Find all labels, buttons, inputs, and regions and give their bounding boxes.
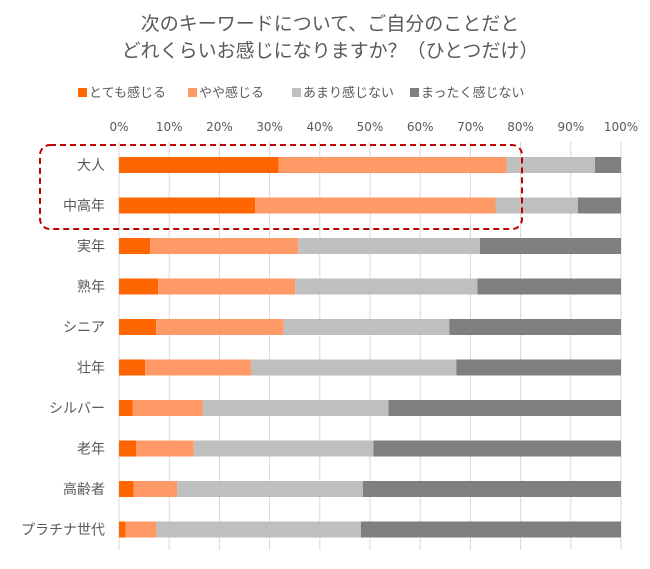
legend-label: まったく感じない bbox=[421, 85, 524, 101]
category-label: 中高年 bbox=[63, 198, 105, 215]
category-label: シルバー bbox=[49, 401, 105, 417]
x-tick-label: 20% bbox=[206, 120, 233, 134]
legend-marker bbox=[78, 88, 87, 97]
chart-title-line-1: 次のキーワードについて、ご自分のことだと bbox=[141, 13, 519, 35]
legend-marker bbox=[292, 88, 301, 97]
bar-segment bbox=[495, 197, 578, 214]
bar-segment bbox=[119, 440, 137, 457]
bar-segment bbox=[156, 319, 284, 335]
bar-segment bbox=[177, 481, 363, 497]
bar-segment bbox=[132, 400, 203, 416]
bar-segment bbox=[119, 521, 126, 538]
x-tick-label: 0% bbox=[109, 120, 128, 134]
bar-segment bbox=[136, 440, 194, 457]
bar-segment bbox=[577, 197, 621, 214]
bar-segment bbox=[251, 359, 457, 376]
bar-segment bbox=[119, 238, 151, 254]
bar-segment bbox=[362, 481, 621, 497]
bar-segment bbox=[449, 319, 621, 335]
category-label: 実年 bbox=[77, 239, 105, 255]
bar-segment bbox=[145, 359, 252, 376]
bar-segment bbox=[373, 440, 621, 457]
x-tick-label: 60% bbox=[407, 120, 434, 134]
category-label: 熟年 bbox=[77, 280, 105, 296]
bar-segment bbox=[125, 521, 157, 538]
bar-segment bbox=[119, 481, 134, 497]
bar-segment bbox=[119, 278, 159, 295]
category-label: シニア bbox=[63, 320, 105, 336]
bar-segment bbox=[594, 157, 621, 173]
bar-segment bbox=[150, 238, 299, 254]
category-label: プラチナ世代 bbox=[21, 523, 105, 539]
x-tick-label: 90% bbox=[557, 120, 584, 134]
x-tick-label: 70% bbox=[457, 120, 484, 134]
x-tick-label: 30% bbox=[256, 120, 283, 134]
bar-segment bbox=[156, 521, 361, 538]
bar-segment bbox=[360, 521, 621, 538]
bar-segment bbox=[158, 278, 296, 295]
legend-marker bbox=[410, 88, 419, 97]
bar-segment bbox=[283, 319, 450, 335]
x-tick-label: 100% bbox=[604, 120, 638, 134]
bar-segment bbox=[506, 157, 595, 173]
highlight-box bbox=[39, 144, 523, 230]
legend-marker bbox=[188, 88, 197, 97]
chart-title-line-2: どれくらいお感じになりますか？（ひとつだけ） bbox=[122, 40, 539, 62]
bar-segment bbox=[119, 157, 279, 173]
bar-segment bbox=[119, 319, 157, 335]
legend: とても感じる やや感じる あまり感じない まったく感じない bbox=[78, 85, 524, 101]
x-tick-label: 10% bbox=[156, 120, 183, 134]
bar-segment bbox=[119, 197, 256, 214]
bar-segment bbox=[202, 400, 389, 416]
category-label: 大人 bbox=[77, 158, 105, 174]
bar-segment bbox=[119, 359, 146, 376]
x-tick-label: 40% bbox=[306, 120, 333, 134]
category-label: 高齢者 bbox=[63, 481, 105, 498]
bar-segment bbox=[133, 481, 178, 497]
legend-label: とても感じる bbox=[89, 85, 166, 101]
bar-segment bbox=[388, 400, 621, 416]
bar-segment bbox=[119, 400, 133, 416]
bar-segment bbox=[479, 238, 621, 254]
legend-label: あまり感じない bbox=[303, 85, 394, 101]
category-label: 老年 bbox=[77, 442, 105, 458]
legend-label: やや感じる bbox=[199, 85, 264, 101]
x-axis: 0% 10% 20% 30% 40% 50% 60% 70% 80% 90% 100% bbox=[109, 120, 638, 134]
bar-segment bbox=[456, 359, 621, 376]
bars bbox=[119, 157, 621, 538]
category-label: 壮年 bbox=[77, 361, 105, 377]
bar-segment bbox=[298, 238, 480, 254]
bar-segment bbox=[278, 157, 507, 173]
x-tick-label: 80% bbox=[507, 120, 534, 134]
bar-segment bbox=[295, 278, 478, 295]
bar-segment bbox=[255, 197, 496, 214]
bar-segment bbox=[193, 440, 374, 457]
x-tick-label: 50% bbox=[357, 120, 384, 134]
bar-segment bbox=[477, 278, 621, 295]
